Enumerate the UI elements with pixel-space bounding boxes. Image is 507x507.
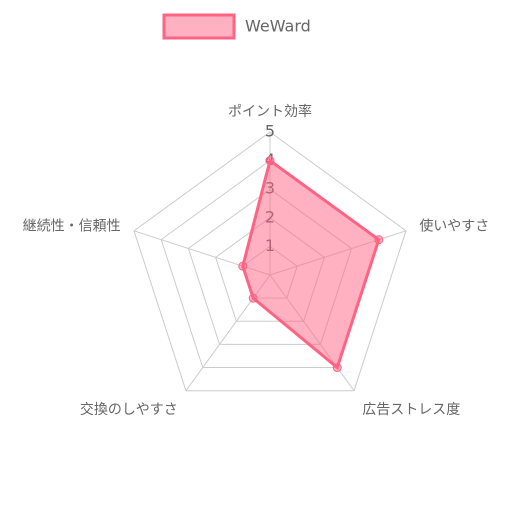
radar-point: [374, 235, 384, 245]
r-tick-label: 5: [265, 122, 275, 141]
radar-area: [241, 158, 381, 371]
grid-ring: [133, 131, 407, 392]
category-label: ポイント効率: [228, 103, 312, 120]
category-label: 広告ストレス度: [362, 402, 460, 418]
radar-point: [265, 156, 275, 166]
category-label: 継続性・信頼性: [23, 217, 121, 234]
legend-label: WeWard: [245, 17, 311, 36]
radar-point: [238, 261, 248, 271]
category-label: 使いやすさ: [419, 217, 489, 234]
radar-point: [248, 293, 258, 303]
category-label: 交換のしやすさ: [80, 401, 178, 418]
legend-swatch: [162, 13, 236, 40]
radar-point: [332, 363, 342, 373]
